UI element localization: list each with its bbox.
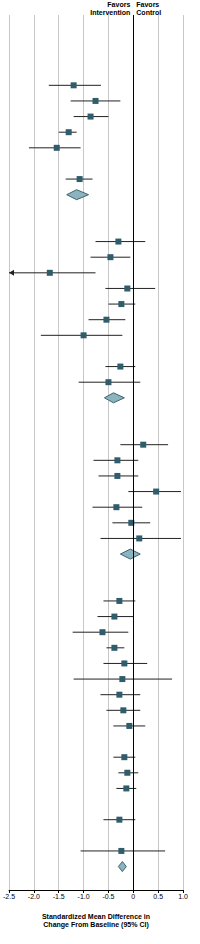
svg-text:Standardized Mean Difference i: Standardized Mean Difference in: [42, 913, 150, 920]
svg-text:Favors: Favors: [136, 1, 159, 8]
svg-text:0: 0: [131, 893, 135, 900]
svg-text:-1.0: -1.0: [78, 893, 90, 900]
svg-text:-2.5: -2.5: [3, 893, 15, 900]
svg-text:-1.5: -1.5: [53, 893, 65, 900]
svg-text:0.5: 0.5: [153, 893, 163, 900]
svg-text:Intervention: Intervention: [90, 9, 130, 16]
svg-text:-0.5: -0.5: [102, 893, 114, 900]
svg-text:Change From Baseline (95% CI): Change From Baseline (95% CI): [43, 921, 148, 929]
svg-text:1.0: 1.0: [178, 893, 188, 900]
svg-text:Control: Control: [136, 9, 161, 16]
svg-text:-2.0: -2.0: [28, 893, 40, 900]
svg-text:Favors: Favors: [107, 1, 130, 8]
